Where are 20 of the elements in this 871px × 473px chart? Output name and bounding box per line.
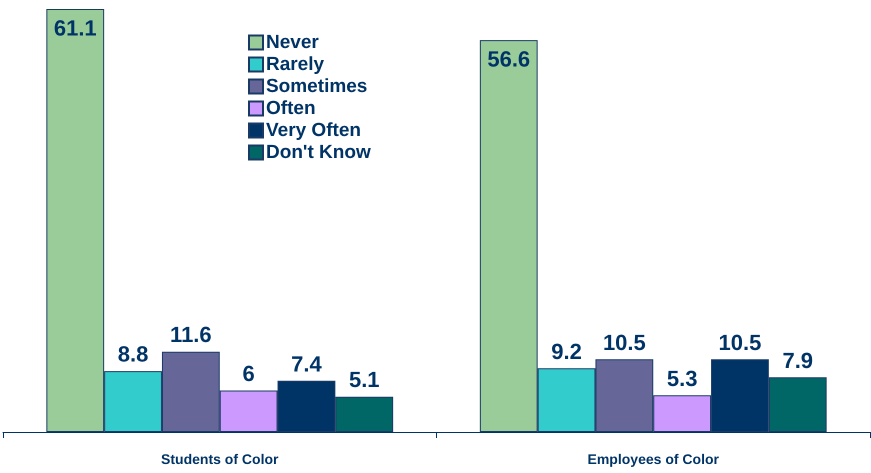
legend-label: Never (266, 32, 320, 53)
data-label: 8.8 (118, 342, 148, 367)
legend-label: Don't Know (266, 142, 371, 163)
x-tick-label: Employees of Color (588, 451, 720, 467)
data-label: 56.6 (487, 46, 530, 72)
data-label: 7.9 (782, 348, 814, 373)
x-tick-label: Students of Color (161, 451, 280, 467)
data-label: 61.1 (54, 16, 97, 40)
data-label: 7.4 (291, 351, 322, 376)
legend-label: Often (266, 98, 316, 119)
legend-label: Very Often (266, 120, 362, 141)
data-label: 9.2 (551, 338, 582, 364)
data-label: 11.6 (170, 322, 212, 348)
data-label: 6 (242, 360, 255, 386)
data-label: 10.5 (718, 330, 762, 355)
legend-label: Sometimes (266, 76, 368, 97)
data-label: 5.3 (666, 366, 698, 391)
data-label: 5.1 (348, 367, 380, 392)
legend-label: Rarely (266, 54, 325, 75)
data-label: 10.5 (602, 330, 646, 355)
